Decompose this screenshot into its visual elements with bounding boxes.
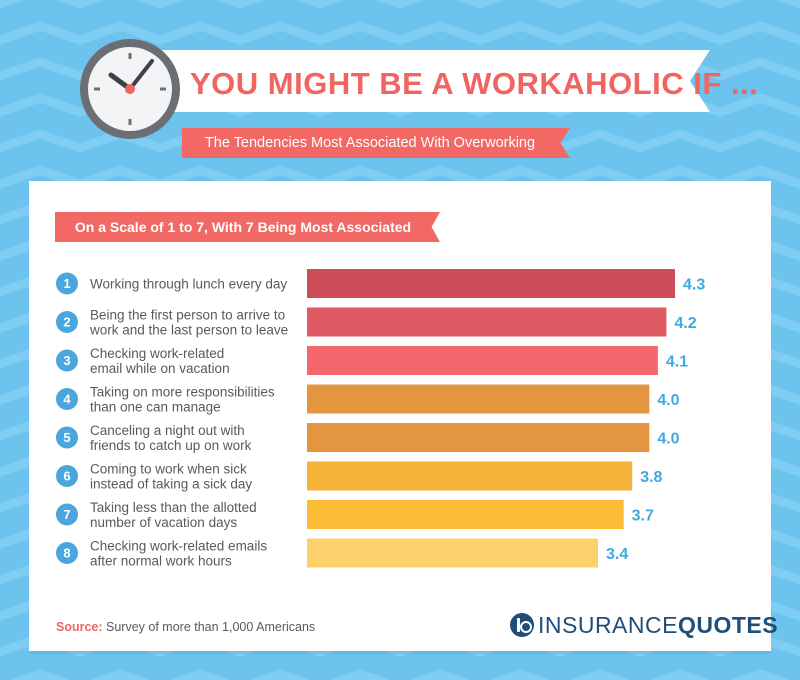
rank-badge [56, 272, 78, 295]
bar [307, 538, 598, 568]
bar-label: friends to catch up on work [90, 438, 252, 453]
bar-label: Checking work-related [90, 346, 224, 361]
insurancequotes-logo: INSURANCE QUOTES [510, 611, 778, 639]
bar-label: than one can manage [90, 400, 221, 415]
value-label: 3.7 [632, 508, 654, 525]
title-ribbon [140, 50, 710, 112]
value-label: 4.1 [666, 354, 688, 371]
page-subtitle: The Tendencies Most Associated With Over… [204, 135, 536, 151]
bar [307, 384, 650, 414]
chart-card [29, 181, 771, 651]
logo-text-secondary: QUOTES [677, 611, 779, 638]
source-note: Source: Survey of more than 1,000 Americ… [56, 620, 315, 634]
bar-label: Checking work-related emails [90, 539, 267, 554]
value-label: 3.4 [606, 546, 628, 563]
value-label: 3.8 [640, 469, 662, 486]
bar [307, 423, 650, 452]
bar-label: Being the first person to arrive to [90, 308, 285, 323]
bar-label: Taking less than the allotted [90, 500, 257, 515]
value-label: 4.0 [657, 431, 679, 448]
logo-mark-icon [510, 613, 534, 637]
source-text: Survey of more than 1,000 Americans [102, 620, 316, 634]
scale-label: On a Scale of 1 to 7, With 7 Being Most … [74, 219, 412, 235]
rank-badge [56, 426, 78, 449]
rank-badge [56, 465, 78, 487]
bar-label: Taking on more responsibilities [90, 385, 275, 400]
bar-label: number of vacation days [90, 515, 237, 530]
bar [307, 269, 675, 298]
rank-badge [56, 542, 78, 564]
bar [307, 346, 658, 375]
bar-label: work and the last person to leave [89, 323, 288, 338]
rank-number: 3 [63, 353, 70, 368]
bar-label: Canceling a night out with [90, 423, 245, 438]
bar-label: Coming to work when sick [90, 462, 247, 477]
logo-text-primary: INSURANCE [538, 611, 678, 638]
rank-number: 6 [63, 469, 70, 484]
page-title: YOU MIGHT BE A WORKAHOLIC IF ... [190, 66, 759, 101]
value-label: 4.3 [683, 277, 705, 294]
bar [307, 500, 624, 529]
rank-number: 4 [63, 392, 71, 407]
source-key: Source: [56, 620, 103, 634]
rank-number: 8 [63, 546, 70, 561]
bar-label: Working through lunch every day [90, 277, 287, 292]
bar-label: email while on vacation [90, 361, 230, 376]
rank-badge [56, 349, 78, 372]
rank-badge [56, 311, 78, 333]
subtitle-banner [182, 128, 570, 158]
clock-icon [80, 39, 180, 139]
bar-label: instead of taking a sick day [90, 477, 252, 492]
rank-badge [56, 503, 78, 526]
rank-badge [56, 388, 78, 410]
value-label: 4.2 [674, 315, 696, 332]
rank-number: 7 [63, 507, 70, 522]
bar [307, 307, 667, 337]
bar-label: after normal work hours [90, 554, 232, 569]
rank-number: 2 [63, 315, 70, 330]
scale-banner [55, 212, 440, 242]
value-label: 4.0 [657, 392, 679, 409]
rank-number: 5 [63, 430, 70, 445]
rank-number: 1 [63, 276, 70, 291]
bar [307, 461, 633, 491]
